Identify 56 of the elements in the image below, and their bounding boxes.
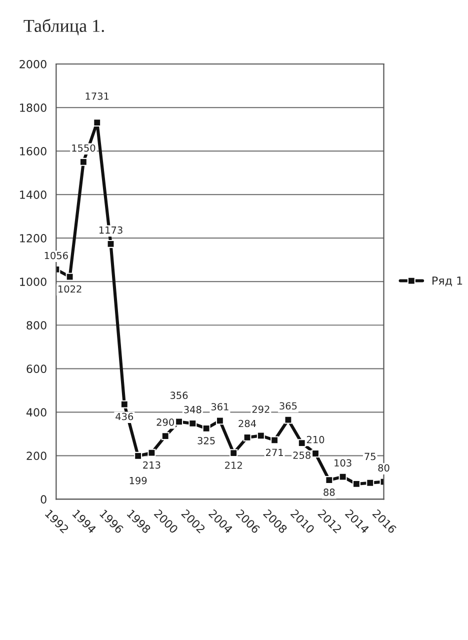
data-label: 1056	[44, 252, 68, 260]
data-label: 199	[130, 476, 147, 484]
point	[175, 418, 183, 426]
point	[230, 449, 238, 458]
data-label: 212	[225, 462, 242, 469]
point	[161, 432, 170, 440]
y-tick-label: 1800	[20, 103, 46, 112]
data-label: 365	[280, 402, 297, 410]
legend-label: Ряд 1	[432, 276, 462, 286]
data-label: 1173	[99, 226, 122, 234]
chart-title: Таблица 1.	[24, 18, 104, 36]
point	[284, 416, 292, 424]
point	[120, 400, 128, 408]
point	[312, 450, 320, 458]
y-tick-label: 1400	[20, 190, 46, 199]
point	[256, 432, 265, 440]
point	[93, 118, 102, 127]
point	[352, 480, 360, 488]
point	[66, 272, 74, 281]
data-label: 436	[116, 412, 134, 420]
data-label: 1022	[58, 285, 82, 293]
data-label: 284	[238, 420, 256, 428]
data-label: 290	[156, 418, 174, 426]
data-label: 75	[364, 452, 376, 460]
point	[338, 472, 347, 481]
data-label: 88	[324, 488, 335, 496]
point	[366, 478, 374, 487]
point	[270, 436, 279, 444]
data-label: 361	[211, 403, 228, 410]
point	[134, 452, 142, 460]
data-label: 348	[184, 406, 202, 414]
data-label: 292	[252, 406, 270, 413]
y-tick-label: 200	[26, 452, 46, 460]
point	[298, 439, 306, 448]
point	[202, 424, 210, 432]
point	[216, 416, 224, 425]
data-label: 271	[266, 448, 283, 456]
data-label: 80	[378, 464, 390, 472]
data-label: 1731	[86, 92, 109, 100]
y-tick-label: 800	[26, 321, 46, 330]
point	[106, 240, 115, 248]
y-tick-label: 1600	[20, 147, 46, 156]
y-tick-label: 2000	[20, 60, 46, 68]
y-tick-label: 600	[26, 364, 46, 374]
y-tick-label: 1200	[20, 234, 46, 242]
data-label: 103	[334, 459, 352, 467]
y-tick-label: 400	[26, 408, 46, 417]
y-tick-label: 0	[40, 495, 46, 504]
data-label: 258	[293, 452, 310, 459]
data-label: 356	[170, 392, 188, 400]
data-label: 213	[143, 461, 160, 469]
point	[148, 448, 156, 457]
y-tick-label: 1000	[20, 278, 46, 286]
data-label: 325	[198, 436, 215, 444]
data-label: 1550	[72, 144, 96, 152]
data-label: 210	[306, 436, 324, 444]
